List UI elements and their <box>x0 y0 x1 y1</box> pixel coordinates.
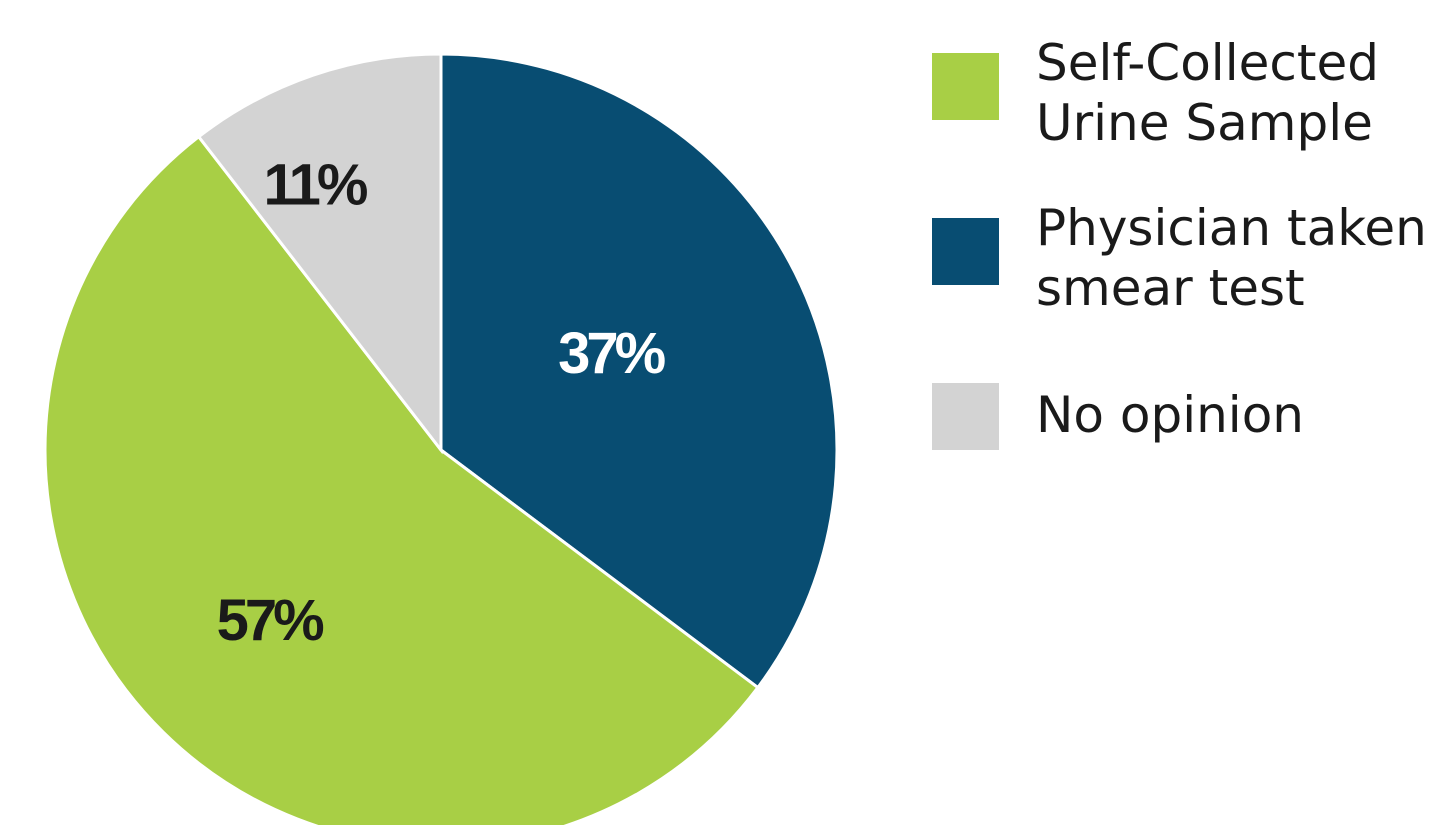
pie-slice-no-opinion <box>196 52 443 455</box>
legend-label-physician: Physician taken smear test <box>1036 199 1427 317</box>
data-label-physician-taken-smear-test: 37% <box>558 321 666 386</box>
legend-swatch-self-collected <box>932 53 999 120</box>
legend-label-no-opinion: No opinion <box>1036 386 1304 444</box>
data-label-self-collected-urine-sample: 57% <box>217 588 325 653</box>
data-label-no-opinion: 11% <box>264 153 368 218</box>
pie-slice-self-collected-urine-sample <box>43 134 760 825</box>
legend-label-self-collected: Self-Collected Urine Sample <box>1036 34 1379 152</box>
pie-chart: 37% 57% 11% <box>43 52 839 825</box>
pie-slice-physician-taken-smear-test <box>439 52 839 690</box>
legend-swatch-physician <box>932 218 999 285</box>
legend-swatch-no-opinion <box>932 383 999 450</box>
